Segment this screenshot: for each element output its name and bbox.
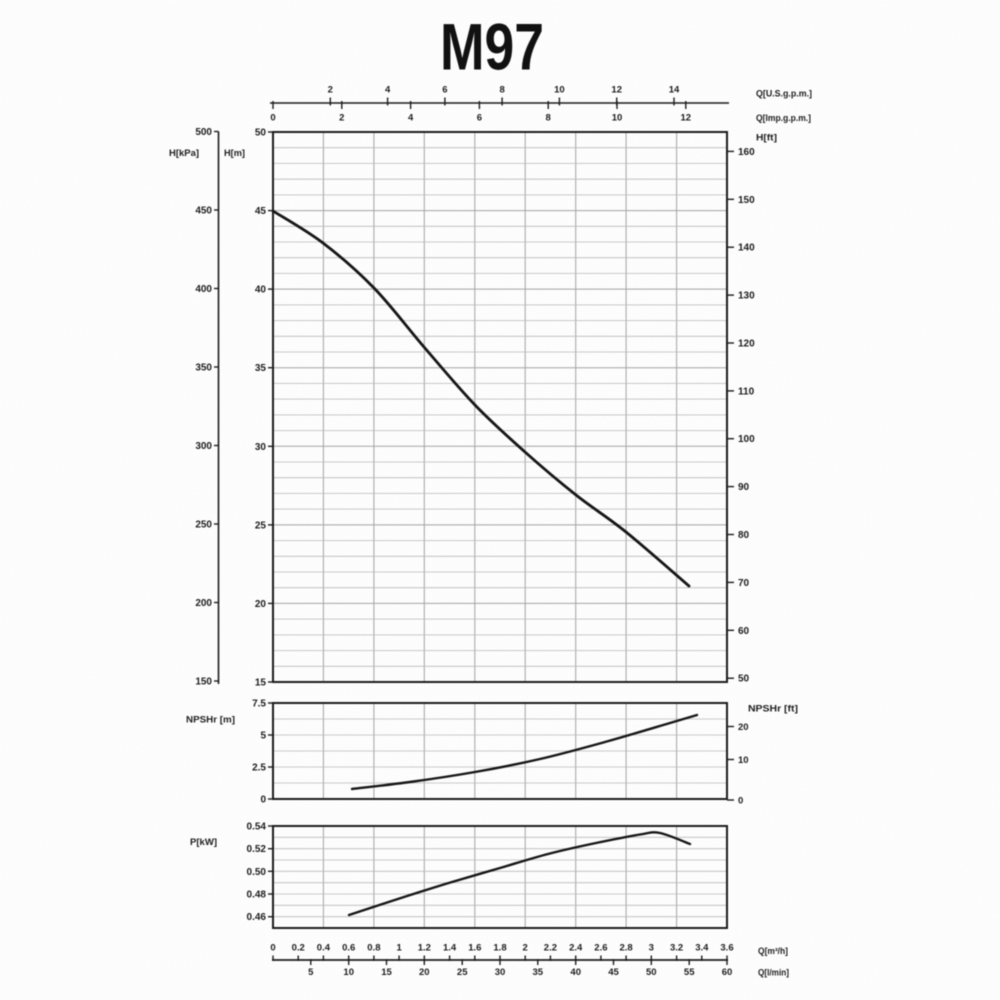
svg-text:5: 5 — [260, 731, 266, 742]
svg-text:30: 30 — [255, 442, 267, 453]
svg-text:10: 10 — [738, 755, 749, 766]
svg-text:Q[m³/h]: Q[m³/h] — [758, 946, 788, 956]
svg-text:12: 12 — [681, 113, 692, 124]
svg-text:50: 50 — [255, 128, 267, 139]
svg-text:4: 4 — [408, 113, 414, 124]
svg-text:500: 500 — [195, 127, 212, 138]
svg-text:M97: M97 — [440, 10, 544, 84]
svg-text:6: 6 — [477, 113, 482, 124]
svg-text:Q[Imp.g.p.m.]: Q[Imp.g.p.m.] — [756, 113, 811, 123]
svg-text:55: 55 — [684, 967, 695, 978]
svg-text:0.2: 0.2 — [292, 943, 305, 954]
svg-text:1.6: 1.6 — [468, 943, 481, 954]
svg-text:5: 5 — [308, 967, 314, 978]
svg-text:20: 20 — [738, 722, 749, 733]
svg-text:H[kPa]: H[kPa] — [169, 148, 199, 158]
svg-text:3.2: 3.2 — [670, 943, 683, 954]
svg-text:50: 50 — [646, 967, 657, 978]
svg-text:0.54: 0.54 — [247, 822, 267, 833]
svg-text:35: 35 — [533, 967, 544, 978]
svg-text:250: 250 — [195, 520, 212, 531]
svg-text:0: 0 — [270, 943, 275, 954]
svg-text:20: 20 — [255, 599, 267, 610]
svg-text:2.8: 2.8 — [619, 943, 632, 954]
svg-text:2.4: 2.4 — [569, 943, 583, 954]
svg-text:0.6: 0.6 — [342, 943, 355, 954]
svg-text:15: 15 — [381, 967, 392, 978]
svg-text:35: 35 — [255, 363, 267, 374]
svg-text:NPSHr [ft]: NPSHr [ft] — [748, 704, 798, 714]
svg-text:80: 80 — [738, 530, 750, 541]
svg-text:200: 200 — [195, 598, 212, 609]
svg-text:2.5: 2.5 — [252, 763, 266, 774]
svg-text:30: 30 — [495, 967, 506, 978]
svg-text:2.6: 2.6 — [594, 943, 607, 954]
svg-text:0.50: 0.50 — [247, 867, 267, 878]
svg-text:140: 140 — [738, 243, 755, 254]
svg-text:Q[U.S.g.p.m.]: Q[U.S.g.p.m.] — [756, 89, 812, 99]
svg-text:P[kW]: P[kW] — [190, 837, 217, 847]
svg-text:60: 60 — [738, 626, 750, 637]
svg-text:0.52: 0.52 — [247, 844, 267, 855]
svg-text:350: 350 — [195, 363, 212, 374]
svg-text:2: 2 — [328, 85, 333, 96]
svg-text:25: 25 — [255, 520, 267, 531]
svg-text:130: 130 — [738, 291, 755, 302]
svg-text:150: 150 — [195, 677, 212, 688]
svg-text:45: 45 — [608, 967, 619, 978]
svg-text:10: 10 — [554, 85, 565, 96]
svg-text:2.2: 2.2 — [544, 943, 557, 954]
svg-text:3.6: 3.6 — [720, 943, 733, 954]
svg-text:300: 300 — [195, 441, 212, 452]
svg-text:7.5: 7.5 — [252, 699, 266, 710]
svg-text:40: 40 — [255, 285, 267, 296]
svg-text:120: 120 — [738, 339, 755, 350]
svg-text:0.48: 0.48 — [247, 890, 267, 901]
svg-text:110: 110 — [738, 386, 755, 397]
svg-text:0.4: 0.4 — [317, 943, 331, 954]
svg-text:1.8: 1.8 — [493, 943, 506, 954]
svg-text:90: 90 — [738, 482, 750, 493]
svg-text:400: 400 — [195, 284, 212, 295]
svg-text:10: 10 — [612, 113, 623, 124]
svg-text:10: 10 — [343, 967, 354, 978]
svg-text:1.4: 1.4 — [443, 943, 457, 954]
svg-text:160: 160 — [738, 147, 755, 158]
svg-text:0.46: 0.46 — [247, 912, 267, 923]
svg-text:60: 60 — [722, 967, 733, 978]
svg-text:1: 1 — [396, 943, 402, 954]
svg-text:3.4: 3.4 — [695, 943, 709, 954]
svg-text:6: 6 — [442, 85, 447, 96]
svg-text:12: 12 — [611, 85, 622, 96]
svg-text:100: 100 — [738, 434, 755, 445]
svg-text:150: 150 — [738, 195, 755, 206]
svg-text:2: 2 — [339, 113, 344, 124]
svg-text:45: 45 — [255, 206, 267, 217]
svg-text:20: 20 — [419, 967, 430, 978]
svg-text:1.2: 1.2 — [418, 943, 431, 954]
svg-text:15: 15 — [255, 678, 267, 689]
svg-text:8: 8 — [499, 85, 504, 96]
svg-text:H[m]: H[m] — [224, 148, 245, 158]
svg-text:8: 8 — [546, 113, 551, 124]
svg-text:0.8: 0.8 — [367, 943, 380, 954]
svg-text:NPSHr [m]: NPSHr [m] — [186, 715, 235, 725]
svg-text:0: 0 — [260, 795, 266, 806]
svg-text:H[ft]: H[ft] — [756, 133, 777, 143]
svg-text:4: 4 — [385, 85, 391, 96]
svg-text:2: 2 — [523, 943, 528, 954]
svg-text:25: 25 — [457, 967, 468, 978]
svg-text:70: 70 — [738, 578, 750, 589]
svg-text:14: 14 — [669, 85, 680, 96]
svg-text:Q[l/min]: Q[l/min] — [758, 968, 789, 978]
svg-text:40: 40 — [570, 967, 581, 978]
svg-text:3: 3 — [649, 943, 654, 954]
svg-text:50: 50 — [738, 674, 750, 685]
svg-text:0: 0 — [270, 113, 275, 124]
svg-text:0: 0 — [738, 796, 743, 807]
svg-text:450: 450 — [195, 206, 212, 217]
